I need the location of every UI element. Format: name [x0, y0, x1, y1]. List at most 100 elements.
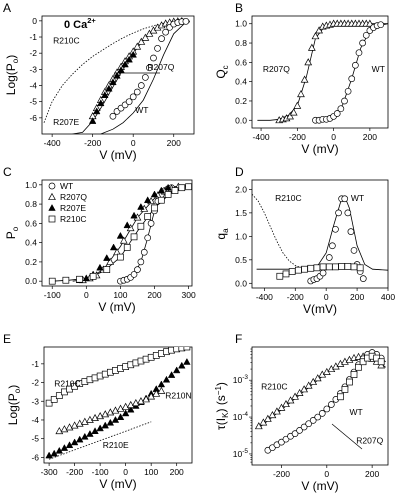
data-point — [45, 451, 53, 459]
y-tick-label: 0.4 — [25, 238, 37, 248]
data-point — [307, 43, 316, 51]
data-point — [109, 112, 117, 120]
x-axis-label: V (mV) — [301, 142, 338, 156]
legend-label-r207e: R207E — [60, 203, 86, 213]
x-axis-label: V (mV) — [99, 477, 136, 491]
y-tick-label: 10-5 — [233, 448, 249, 459]
axis-label-main: Log(P — [4, 63, 18, 95]
y-tick-label: 1.0 — [25, 180, 37, 190]
annotation-r207q: R207Q — [147, 62, 174, 72]
data-point — [337, 105, 345, 113]
data-point — [300, 423, 308, 431]
series-line-r210c — [43, 20, 190, 123]
data-point — [377, 358, 385, 366]
fit-curve — [48, 421, 152, 460]
data-point — [300, 75, 309, 83]
data-point — [125, 98, 133, 106]
data-point — [109, 243, 118, 251]
data-point — [75, 419, 84, 427]
data-point — [143, 196, 152, 204]
data-point — [282, 399, 290, 408]
data-point — [106, 408, 115, 416]
data-point — [323, 405, 331, 413]
data-point — [133, 42, 142, 50]
panel-letter: E — [3, 332, 11, 346]
panel-b: B -400 -200 0 200 0.0 0.2 0.4 0.6 0.8 1.0 V (mV) Qc R… — [214, 1, 389, 156]
series-r207q — [275, 19, 374, 124]
y-tick-label: 0.4 — [235, 77, 247, 87]
annotation-wt: WT — [135, 105, 148, 115]
y-tick-label: 1.5 — [235, 208, 247, 218]
data-point — [140, 248, 148, 256]
data-point — [185, 183, 192, 191]
data-point — [50, 396, 58, 403]
data-point — [97, 99, 105, 107]
legend-marker-wt — [48, 182, 56, 190]
series-wt — [312, 21, 385, 124]
x-tick-label: -100 — [44, 290, 61, 300]
data-point — [350, 263, 358, 271]
data-point — [307, 264, 315, 272]
panel-c: C -100 0 100 200 300 0.0 0.2 0.4 0.6 0.8 1.0 V (mV) P… — [3, 165, 196, 314]
panel-letter: F — [235, 332, 242, 346]
axis-label-main: V (mV) — [301, 479, 338, 493]
data-point — [315, 26, 323, 34]
data-point — [48, 277, 56, 285]
axis-label-subscript: o — [11, 226, 20, 231]
y-tick-label: 2.0 — [235, 184, 247, 194]
data-point — [137, 37, 146, 45]
axes-frame — [41, 15, 195, 135]
x-tick-label: 400 — [381, 292, 395, 302]
data-point — [157, 186, 166, 194]
data-point — [144, 234, 152, 242]
fit-curve — [256, 195, 388, 271]
x-tick-label: -200 — [287, 292, 304, 302]
data-point — [129, 93, 137, 101]
x-tick-label: 200 — [170, 467, 184, 477]
panel-title-main: 0 Ca — [64, 19, 88, 31]
x-tick-label: 200 — [147, 290, 161, 300]
series-r210e — [55, 386, 166, 435]
x-axis-label: V (mV) — [99, 148, 136, 162]
x-tick-label: -400 — [44, 138, 61, 148]
y-tick-label: -3 — [31, 396, 39, 406]
data-point — [288, 268, 296, 275]
data-point — [355, 363, 362, 371]
axis-label-subscript: K — [221, 412, 230, 418]
data-point — [86, 415, 94, 423]
annotation-wt: WT — [372, 64, 385, 74]
series-wt — [337, 352, 385, 401]
y-tick-base: 10 — [233, 375, 243, 385]
axes-frame — [43, 346, 193, 464]
y-tick-label: -3 — [29, 64, 37, 74]
data-point — [329, 242, 336, 250]
data-point — [82, 274, 91, 282]
data-point — [142, 74, 149, 81]
data-point — [282, 270, 290, 278]
annotation-wt: WT — [351, 193, 364, 203]
data-point — [113, 71, 121, 79]
data-point — [121, 60, 129, 68]
data-point — [116, 404, 125, 412]
data-point — [268, 411, 277, 419]
data-point — [55, 392, 63, 399]
data-point — [113, 248, 121, 256]
x-tick-label: -300 — [41, 467, 58, 477]
data-point — [313, 374, 322, 382]
data-point — [45, 399, 53, 407]
data-point — [337, 393, 344, 401]
data-point — [313, 264, 321, 272]
data-point — [286, 112, 294, 120]
annotation-wt: WT — [349, 407, 362, 417]
axis-label-main: P — [4, 231, 18, 239]
data-point — [178, 184, 186, 192]
data-point — [106, 257, 115, 265]
data-point — [341, 195, 349, 203]
data-point — [332, 263, 339, 271]
annotation-r210n: R210N — [165, 390, 191, 400]
annotation-r207e: R207E — [53, 117, 79, 127]
data-point — [273, 407, 281, 415]
plot-area — [45, 347, 191, 460]
y-tick-exponent: -5 — [242, 448, 248, 455]
